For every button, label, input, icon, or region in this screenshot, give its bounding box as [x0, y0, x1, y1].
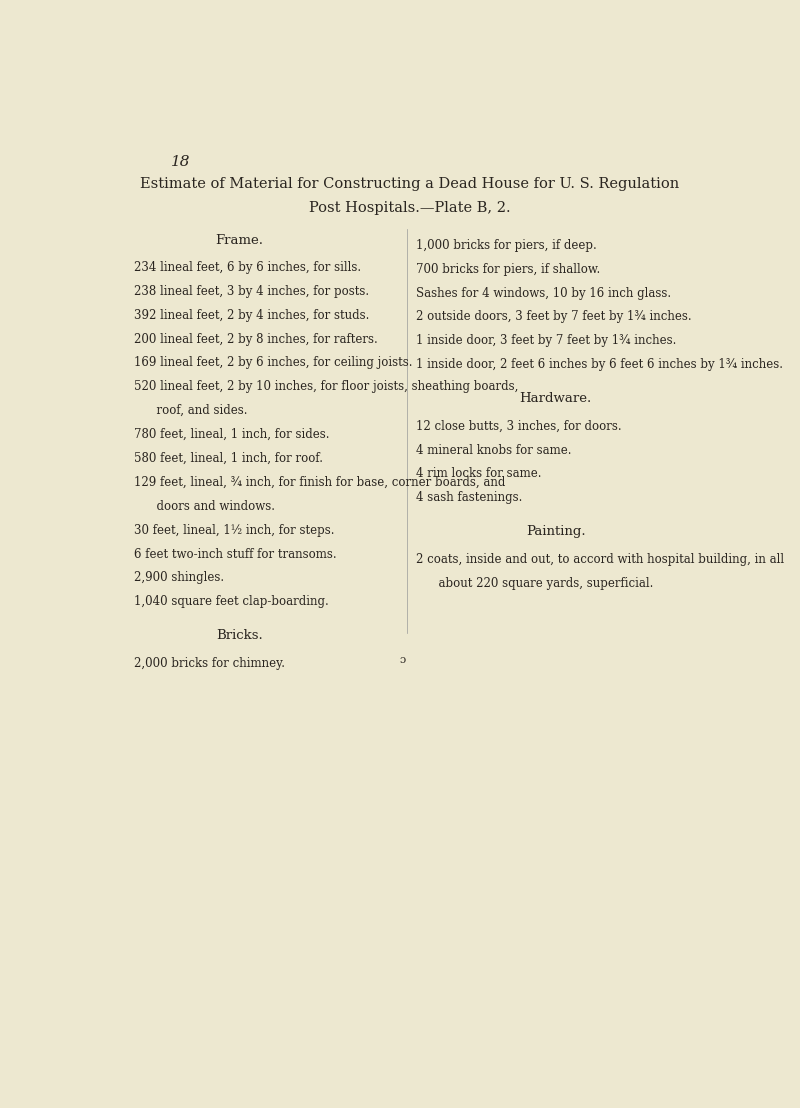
Text: roof, and sides.: roof, and sides.	[134, 404, 248, 418]
Text: doors and windows.: doors and windows.	[134, 500, 275, 513]
Text: 520 lineal feet, 2 by 10 inches, for floor joists, sheathing boards,: 520 lineal feet, 2 by 10 inches, for flo…	[134, 380, 518, 393]
Text: 18: 18	[171, 155, 191, 170]
Text: 200 lineal feet, 2 by 8 inches, for rafters.: 200 lineal feet, 2 by 8 inches, for raft…	[134, 332, 378, 346]
Text: 12 close butts, 3 inches, for doors.: 12 close butts, 3 inches, for doors.	[416, 420, 622, 432]
Text: ɔ: ɔ	[399, 655, 406, 665]
Text: 129 feet, lineal, ¾ inch, for finish for base, corner boards, and: 129 feet, lineal, ¾ inch, for finish for…	[134, 476, 506, 489]
Text: 238 lineal feet, 3 by 4 inches, for posts.: 238 lineal feet, 3 by 4 inches, for post…	[134, 285, 370, 298]
Text: 4 mineral knobs for same.: 4 mineral knobs for same.	[416, 443, 572, 456]
Text: 2 outside doors, 3 feet by 7 feet by 1¾ inches.: 2 outside doors, 3 feet by 7 feet by 1¾ …	[416, 310, 692, 324]
Text: 4 sash fastenings.: 4 sash fastenings.	[416, 491, 522, 504]
Text: Sashes for 4 windows, 10 by 16 inch glass.: Sashes for 4 windows, 10 by 16 inch glas…	[416, 287, 671, 299]
Text: 1,040 square feet clap-boarding.: 1,040 square feet clap-boarding.	[134, 595, 329, 608]
Text: 30 feet, lineal, 1½ inch, for steps.: 30 feet, lineal, 1½ inch, for steps.	[134, 524, 334, 536]
Text: 700 bricks for piers, if shallow.: 700 bricks for piers, if shallow.	[416, 263, 601, 276]
Text: about 220 square yards, superficial.: about 220 square yards, superficial.	[416, 576, 654, 589]
Text: Hardware.: Hardware.	[519, 392, 592, 406]
Text: 234 lineal feet, 6 by 6 inches, for sills.: 234 lineal feet, 6 by 6 inches, for sill…	[134, 261, 362, 274]
Text: 4 rim locks for same.: 4 rim locks for same.	[416, 468, 542, 481]
Text: 580 feet, lineal, 1 inch, for roof.: 580 feet, lineal, 1 inch, for roof.	[134, 452, 323, 465]
Text: 169 lineal feet, 2 by 6 inches, for ceiling joists.: 169 lineal feet, 2 by 6 inches, for ceil…	[134, 357, 413, 369]
Text: 2,900 shingles.: 2,900 shingles.	[134, 572, 224, 585]
Text: 1 inside door, 2 feet 6 inches by 6 feet 6 inches by 1¾ inches.: 1 inside door, 2 feet 6 inches by 6 feet…	[416, 358, 783, 371]
Text: Frame.: Frame.	[215, 234, 263, 247]
Text: Post Hospitals.—Plate B, 2.: Post Hospitals.—Plate B, 2.	[309, 202, 511, 215]
Text: 1 inside door, 3 feet by 7 feet by 1¾ inches.: 1 inside door, 3 feet by 7 feet by 1¾ in…	[416, 335, 677, 347]
Text: 6 feet two-inch stuff for transoms.: 6 feet two-inch stuff for transoms.	[134, 547, 337, 561]
Text: 392 lineal feet, 2 by 4 inches, for studs.: 392 lineal feet, 2 by 4 inches, for stud…	[134, 309, 370, 321]
Text: 1,000 bricks for piers, if deep.: 1,000 bricks for piers, if deep.	[416, 238, 597, 252]
Text: 780 feet, lineal, 1 inch, for sides.: 780 feet, lineal, 1 inch, for sides.	[134, 428, 330, 441]
Text: Estimate of Material for Constructing a Dead House for U. S. Regulation: Estimate of Material for Constructing a …	[140, 177, 680, 192]
Text: 2 coats, inside and out, to accord with hospital building, in all: 2 coats, inside and out, to accord with …	[416, 553, 784, 566]
Text: Painting.: Painting.	[526, 525, 586, 538]
Text: 2,000 bricks for chimney.: 2,000 bricks for chimney.	[134, 657, 285, 670]
Text: Bricks.: Bricks.	[216, 629, 263, 643]
